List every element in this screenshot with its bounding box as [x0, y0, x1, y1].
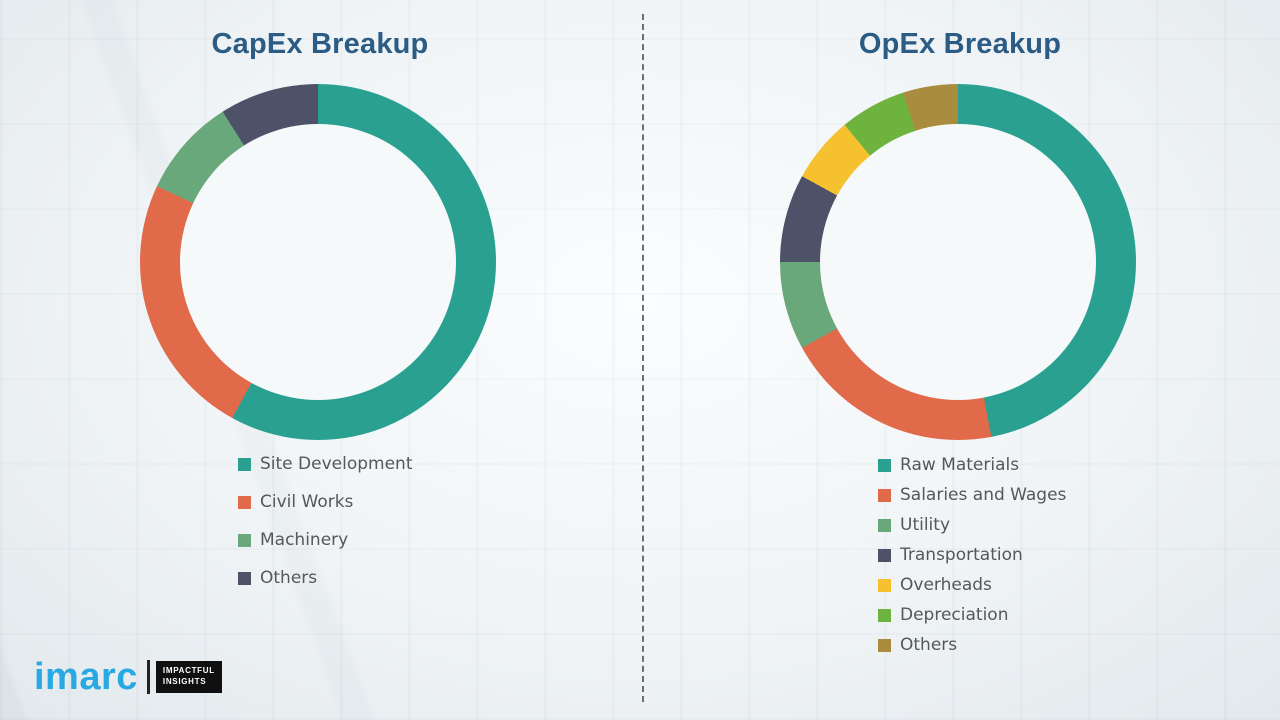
legend-swatch — [878, 518, 891, 532]
legend-item: Overheads — [878, 570, 1066, 600]
legend-swatch — [878, 578, 891, 592]
legend-item: Civil Works — [238, 483, 413, 521]
opex-donut-chart — [780, 84, 1136, 440]
legend-label: Overheads — [900, 575, 992, 595]
legend-label: Civil Works — [260, 492, 354, 512]
legend-item: Salaries and Wages — [878, 480, 1066, 510]
legend-swatch — [238, 495, 251, 509]
legend-item: Utility — [878, 510, 1066, 540]
legend-swatch — [238, 533, 251, 547]
capex-legend: Site Development Civil Works Machinery Othe… — [238, 445, 413, 597]
legend-label: Transportation — [900, 545, 1023, 565]
opex-donut-hole — [820, 124, 1096, 400]
imarc-logo-wordmark: imarc — [34, 655, 138, 698]
legend-item: Raw Materials — [878, 450, 1066, 480]
opex-legend: Raw Materials Salaries and Wages Utility Tr… — [878, 450, 1066, 660]
legend-swatch — [878, 608, 891, 622]
legend-swatch — [878, 488, 891, 502]
capex-donut-hole — [180, 124, 456, 400]
capex-panel: CapEx Breakup Site Development Civil Work… — [140, 28, 496, 597]
legend-item: Site Development — [238, 445, 413, 483]
legend-label: Utility — [900, 515, 951, 535]
legend-swatch — [238, 457, 251, 471]
legend-swatch — [878, 638, 891, 652]
opex-chart-title: OpEx Breakup — [858, 28, 1062, 60]
imarc-logo: imarc IMPACTFUL INSIGHTS — [34, 655, 222, 698]
legend-label: Machinery — [260, 530, 349, 550]
imarc-logo-divider-bar — [146, 659, 150, 694]
capex-chart-title: CapEx Breakup — [211, 28, 429, 60]
capex-donut-chart — [140, 84, 496, 440]
opex-panel: OpEx Breakup Raw Materials Salaries and W… — [640, 0, 1280, 720]
legend-label: Salaries and Wages — [900, 485, 1067, 505]
legend-label: Raw Materials — [900, 455, 1020, 475]
legend-label: Site Development — [260, 454, 413, 474]
legend-swatch — [878, 458, 891, 472]
legend-item: Others — [878, 630, 1066, 660]
legend-item: Machinery — [238, 521, 413, 559]
legend-label: Others — [900, 635, 958, 655]
legend-item: Transportation — [878, 540, 1066, 570]
imarc-tagline-line2: INSIGHTS — [162, 676, 207, 686]
legend-label: Others — [260, 568, 318, 588]
imarc-tagline-line1: IMPACTFUL — [162, 666, 215, 676]
legend-label: Depreciation — [900, 605, 1009, 625]
imarc-logo-tagline: IMPACTFUL INSIGHTS — [155, 661, 222, 693]
legend-swatch — [238, 571, 251, 585]
dashed-divider-line — [642, 14, 644, 702]
legend-item: Others — [238, 559, 413, 597]
legend-swatch — [878, 548, 891, 562]
legend-item: Depreciation — [878, 600, 1066, 630]
